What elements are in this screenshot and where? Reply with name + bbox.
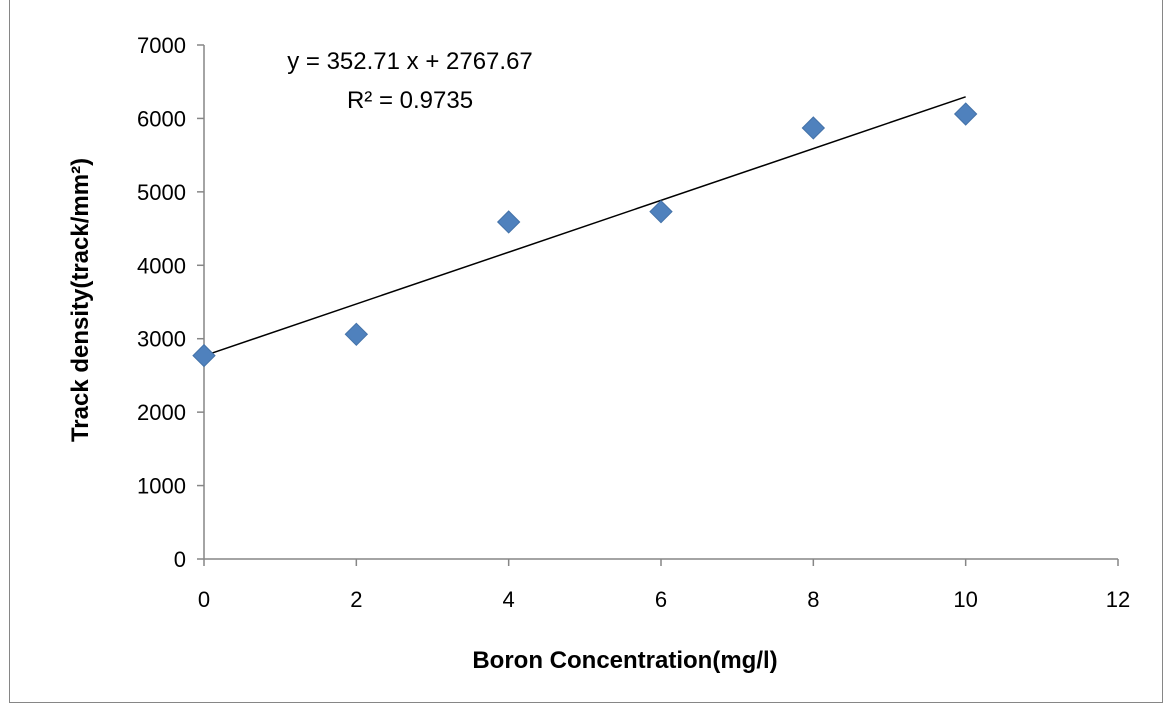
y-tick-label: 0 xyxy=(174,547,186,572)
data-point xyxy=(496,210,521,234)
x-tick-label: 2 xyxy=(350,587,362,612)
axes xyxy=(203,45,1118,560)
y-tick-label: 2000 xyxy=(137,400,186,425)
data-points xyxy=(192,102,978,368)
y-tick-label: 1000 xyxy=(137,474,186,499)
data-point xyxy=(649,199,673,224)
x-tick-label: 6 xyxy=(655,587,667,612)
y-tick-label: 3000 xyxy=(137,327,186,352)
x-tick-label: 0 xyxy=(198,587,210,612)
y-tick-label: 5000 xyxy=(137,180,186,205)
y-tick-label: 7000 xyxy=(137,33,186,58)
linear-trendline xyxy=(203,96,966,357)
r-squared-label: R² = 0.9735 xyxy=(347,87,473,114)
x-axis-ticks: 0 2 4 6 8 10 12 xyxy=(198,559,1130,612)
data-point xyxy=(801,116,826,140)
trendline-equation: y = 352.71 x + 2767.67 xyxy=(287,48,533,75)
y-tick-label: 6000 xyxy=(137,106,186,131)
data-point xyxy=(192,343,216,368)
x-axis-title: Boron Concentration(mg/l) xyxy=(472,647,777,674)
x-tick-label: 12 xyxy=(1106,587,1130,612)
x-tick-label: 10 xyxy=(953,587,977,612)
data-point xyxy=(953,102,978,126)
y-tick-label: 4000 xyxy=(137,253,186,278)
data-point xyxy=(344,322,369,347)
x-tick-label: 8 xyxy=(807,587,819,612)
x-tick-label: 4 xyxy=(503,587,515,612)
y-axis-title: Track density(track/mm²) xyxy=(67,158,94,442)
y-axis-ticks: 0 1000 2000 3000 4000 5000 6000 7000 xyxy=(137,33,204,572)
